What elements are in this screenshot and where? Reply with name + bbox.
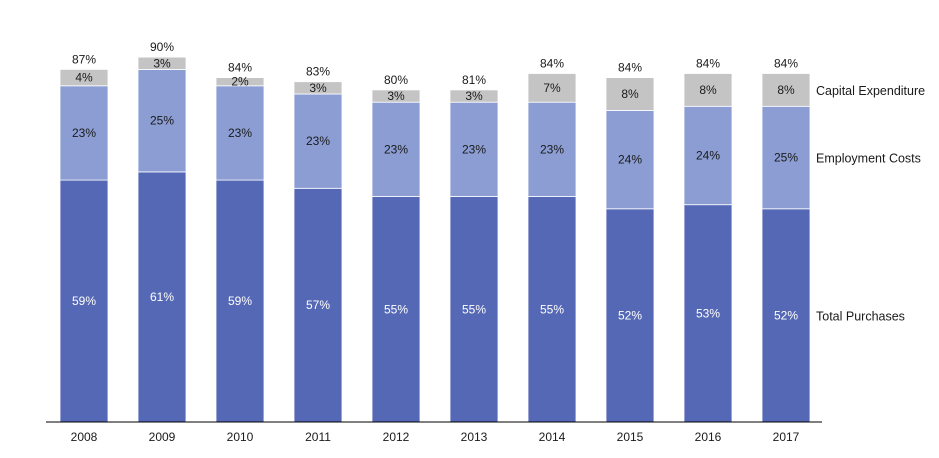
bar-total-purchases-2017 bbox=[761, 208, 811, 423]
data-label-total-purchases-2015: 52% bbox=[618, 308, 642, 322]
data-label-employment-costs-2013: 23% bbox=[462, 142, 486, 156]
x-tick-label-2014: 2014 bbox=[539, 430, 566, 444]
data-label-capital-expenditure-2017: 8% bbox=[777, 83, 795, 97]
data-label-total-purchases-2012: 55% bbox=[384, 302, 408, 316]
x-tick-label-2013: 2013 bbox=[461, 430, 488, 444]
bar-total-purchases-2014 bbox=[527, 196, 577, 423]
total-label-2009: 90% bbox=[150, 40, 174, 54]
bar-capital-expenditure-2011 bbox=[293, 81, 343, 95]
total-label-2017: 84% bbox=[774, 57, 798, 71]
data-label-total-purchases-2017: 52% bbox=[774, 308, 798, 322]
data-label-capital-expenditure-2012: 3% bbox=[387, 89, 405, 103]
legend-capital-expenditure: Capital Expenditure bbox=[816, 84, 925, 98]
labels-layer: 59%23%4%87%61%25%3%90%59%23%2%84%57%23%3… bbox=[72, 40, 798, 322]
total-label-2008: 87% bbox=[72, 52, 96, 66]
total-label-2011: 83% bbox=[306, 65, 330, 79]
data-label-employment-costs-2015: 24% bbox=[618, 153, 642, 167]
bar-capital-expenditure-2009 bbox=[137, 56, 187, 70]
x-tick-label-2010: 2010 bbox=[227, 430, 254, 444]
x-tick-label-2017: 2017 bbox=[773, 430, 800, 444]
x-tick-label-2009: 2009 bbox=[149, 430, 176, 444]
data-label-total-purchases-2016: 53% bbox=[696, 306, 720, 320]
bar-total-purchases-2009 bbox=[137, 171, 187, 423]
legend-total-purchases: Total Purchases bbox=[816, 309, 905, 323]
bar-total-purchases-2012 bbox=[371, 196, 421, 423]
total-label-2016: 84% bbox=[696, 57, 720, 71]
data-label-capital-expenditure-2011: 3% bbox=[309, 81, 327, 95]
total-label-2012: 80% bbox=[384, 73, 408, 87]
legend: Total Purchases Employment Costs Capital E… bbox=[816, 84, 925, 323]
bar-capital-expenditure-2012 bbox=[371, 89, 421, 103]
data-label-capital-expenditure-2013: 3% bbox=[465, 89, 483, 103]
bar-total-purchases-2010 bbox=[215, 179, 265, 423]
data-label-capital-expenditure-2008: 4% bbox=[75, 71, 93, 85]
bar-capital-expenditure-2008 bbox=[59, 69, 109, 87]
data-label-employment-costs-2011: 23% bbox=[306, 134, 330, 148]
data-label-employment-costs-2012: 23% bbox=[384, 142, 408, 156]
total-label-2013: 81% bbox=[462, 73, 486, 87]
bar-capital-expenditure-2014 bbox=[527, 73, 577, 103]
legend-employment-costs: Employment Costs bbox=[816, 152, 921, 166]
data-label-employment-costs-2014: 23% bbox=[540, 142, 564, 156]
data-label-employment-costs-2017: 25% bbox=[774, 151, 798, 165]
data-label-total-purchases-2013: 55% bbox=[462, 302, 486, 316]
bar-employment-costs-2013 bbox=[449, 101, 499, 197]
data-label-capital-expenditure-2015: 8% bbox=[621, 87, 639, 101]
bar-employment-costs-2016 bbox=[683, 105, 733, 206]
bar-employment-costs-2010 bbox=[215, 85, 265, 181]
data-label-employment-costs-2016: 24% bbox=[696, 149, 720, 163]
data-label-employment-costs-2009: 25% bbox=[150, 114, 174, 128]
data-label-capital-expenditure-2010: 2% bbox=[231, 75, 249, 89]
data-label-capital-expenditure-2009: 3% bbox=[153, 56, 171, 70]
bar-employment-costs-2011 bbox=[293, 93, 343, 189]
data-label-total-purchases-2014: 55% bbox=[540, 302, 564, 316]
bar-employment-costs-2017 bbox=[761, 105, 811, 210]
data-label-total-purchases-2011: 57% bbox=[306, 298, 330, 312]
data-label-total-purchases-2008: 59% bbox=[72, 294, 96, 308]
data-label-capital-expenditure-2016: 8% bbox=[699, 83, 717, 97]
data-label-capital-expenditure-2014: 7% bbox=[543, 81, 561, 95]
bar-total-purchases-2013 bbox=[449, 196, 499, 423]
x-tick-label-2015: 2015 bbox=[617, 430, 644, 444]
total-label-2014: 84% bbox=[540, 57, 564, 71]
bar-capital-expenditure-2015 bbox=[605, 77, 655, 111]
x-tick-labels: 2008 2009 2010 2011 2012 2013 2014 2015 2016 2017 bbox=[71, 430, 800, 444]
data-label-total-purchases-2009: 61% bbox=[150, 290, 174, 304]
total-label-2010: 84% bbox=[228, 61, 252, 75]
bar-capital-expenditure-2013 bbox=[449, 89, 499, 103]
bar-employment-costs-2012 bbox=[371, 101, 421, 197]
x-tick-label-2016: 2016 bbox=[695, 430, 722, 444]
bar-total-purchases-2016 bbox=[683, 204, 733, 423]
bar-employment-costs-2008 bbox=[59, 85, 109, 181]
bar-capital-expenditure-2016 bbox=[683, 73, 733, 107]
x-tick-label-2011: 2011 bbox=[305, 430, 331, 444]
bar-total-purchases-2008 bbox=[59, 179, 109, 423]
x-tick-label-2012: 2012 bbox=[383, 430, 410, 444]
data-label-employment-costs-2008: 23% bbox=[72, 126, 96, 140]
bar-capital-expenditure-2017 bbox=[761, 73, 811, 107]
bar-employment-costs-2015 bbox=[605, 110, 655, 210]
data-label-total-purchases-2010: 59% bbox=[228, 294, 252, 308]
bar-capital-expenditure-2010 bbox=[215, 77, 265, 87]
data-label-employment-costs-2010: 23% bbox=[228, 126, 252, 140]
x-tick-label-2008: 2008 bbox=[71, 430, 98, 444]
total-label-2015: 84% bbox=[618, 61, 642, 75]
bar-total-purchases-2015 bbox=[605, 208, 655, 423]
bars-layer bbox=[59, 56, 811, 423]
bar-employment-costs-2009 bbox=[137, 69, 187, 173]
